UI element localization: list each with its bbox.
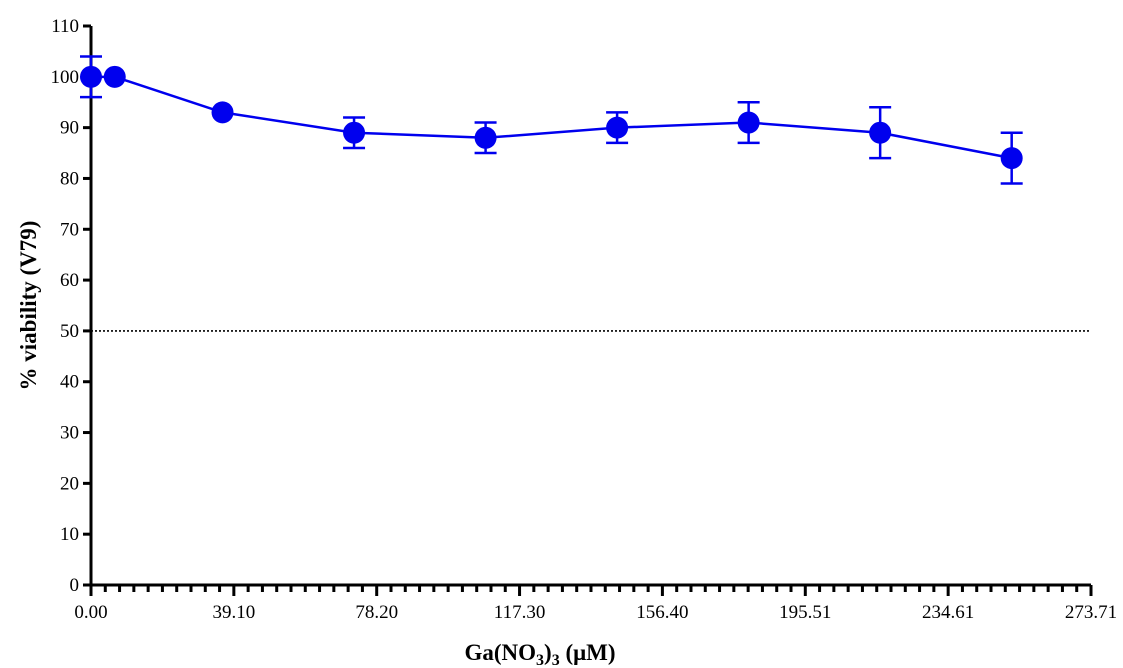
y-tick-label: 90	[60, 118, 79, 139]
x-tick-label: 78.20	[355, 602, 398, 623]
x-axis-title: Ga(NO3)3 (μM)	[464, 640, 615, 668]
axes	[89, 26, 1091, 587]
x-axis-title-prefix: Ga(NO	[464, 640, 536, 665]
y-tick-label: 100	[51, 67, 80, 88]
y-tick-label: 110	[51, 16, 79, 37]
y-tick-label: 80	[60, 168, 79, 189]
x-tick-label: 117.30	[494, 602, 546, 623]
x-tick-label: 195.51	[779, 602, 831, 623]
x-tick-label: 234.61	[922, 602, 974, 623]
y-tick-label: 0	[70, 575, 80, 596]
x-axis-title-suffix: (μM)	[560, 640, 616, 665]
data-series	[80, 55, 1023, 185]
data-point	[80, 65, 102, 88]
y-tick-label: 20	[60, 473, 79, 494]
data-point	[474, 126, 497, 149]
y-tick-label: 30	[60, 423, 79, 444]
y-tick-label: 50	[60, 321, 79, 342]
x-tick-label: 0.00	[74, 602, 107, 623]
data-point	[606, 116, 629, 139]
x-axis-title-subscript-2: 3	[552, 652, 560, 668]
y-tick-label: 60	[60, 270, 79, 291]
data-point	[1000, 147, 1023, 170]
y-tick-label: 40	[60, 372, 79, 393]
y-tick-label: 10	[60, 524, 79, 545]
data-point	[737, 111, 760, 134]
x-axis-title-middle: )	[544, 640, 552, 665]
data-point	[211, 101, 234, 124]
data-point	[343, 121, 366, 144]
x-tick-label: 39.10	[212, 602, 255, 623]
data-point	[103, 65, 126, 88]
ticks: 0 10 20 30 40 50 60 70 80 90 100 110 0.00 39.10 78.20 1…	[51, 16, 1118, 623]
y-axis-title: % viability (V79)	[16, 221, 41, 391]
data-point	[869, 121, 892, 144]
x-tick-label: 156.40	[636, 602, 688, 623]
x-tick-label: 273.71	[1065, 602, 1117, 623]
x-axis-title-subscript-1: 3	[536, 652, 544, 668]
y-tick-label: 70	[60, 219, 79, 240]
